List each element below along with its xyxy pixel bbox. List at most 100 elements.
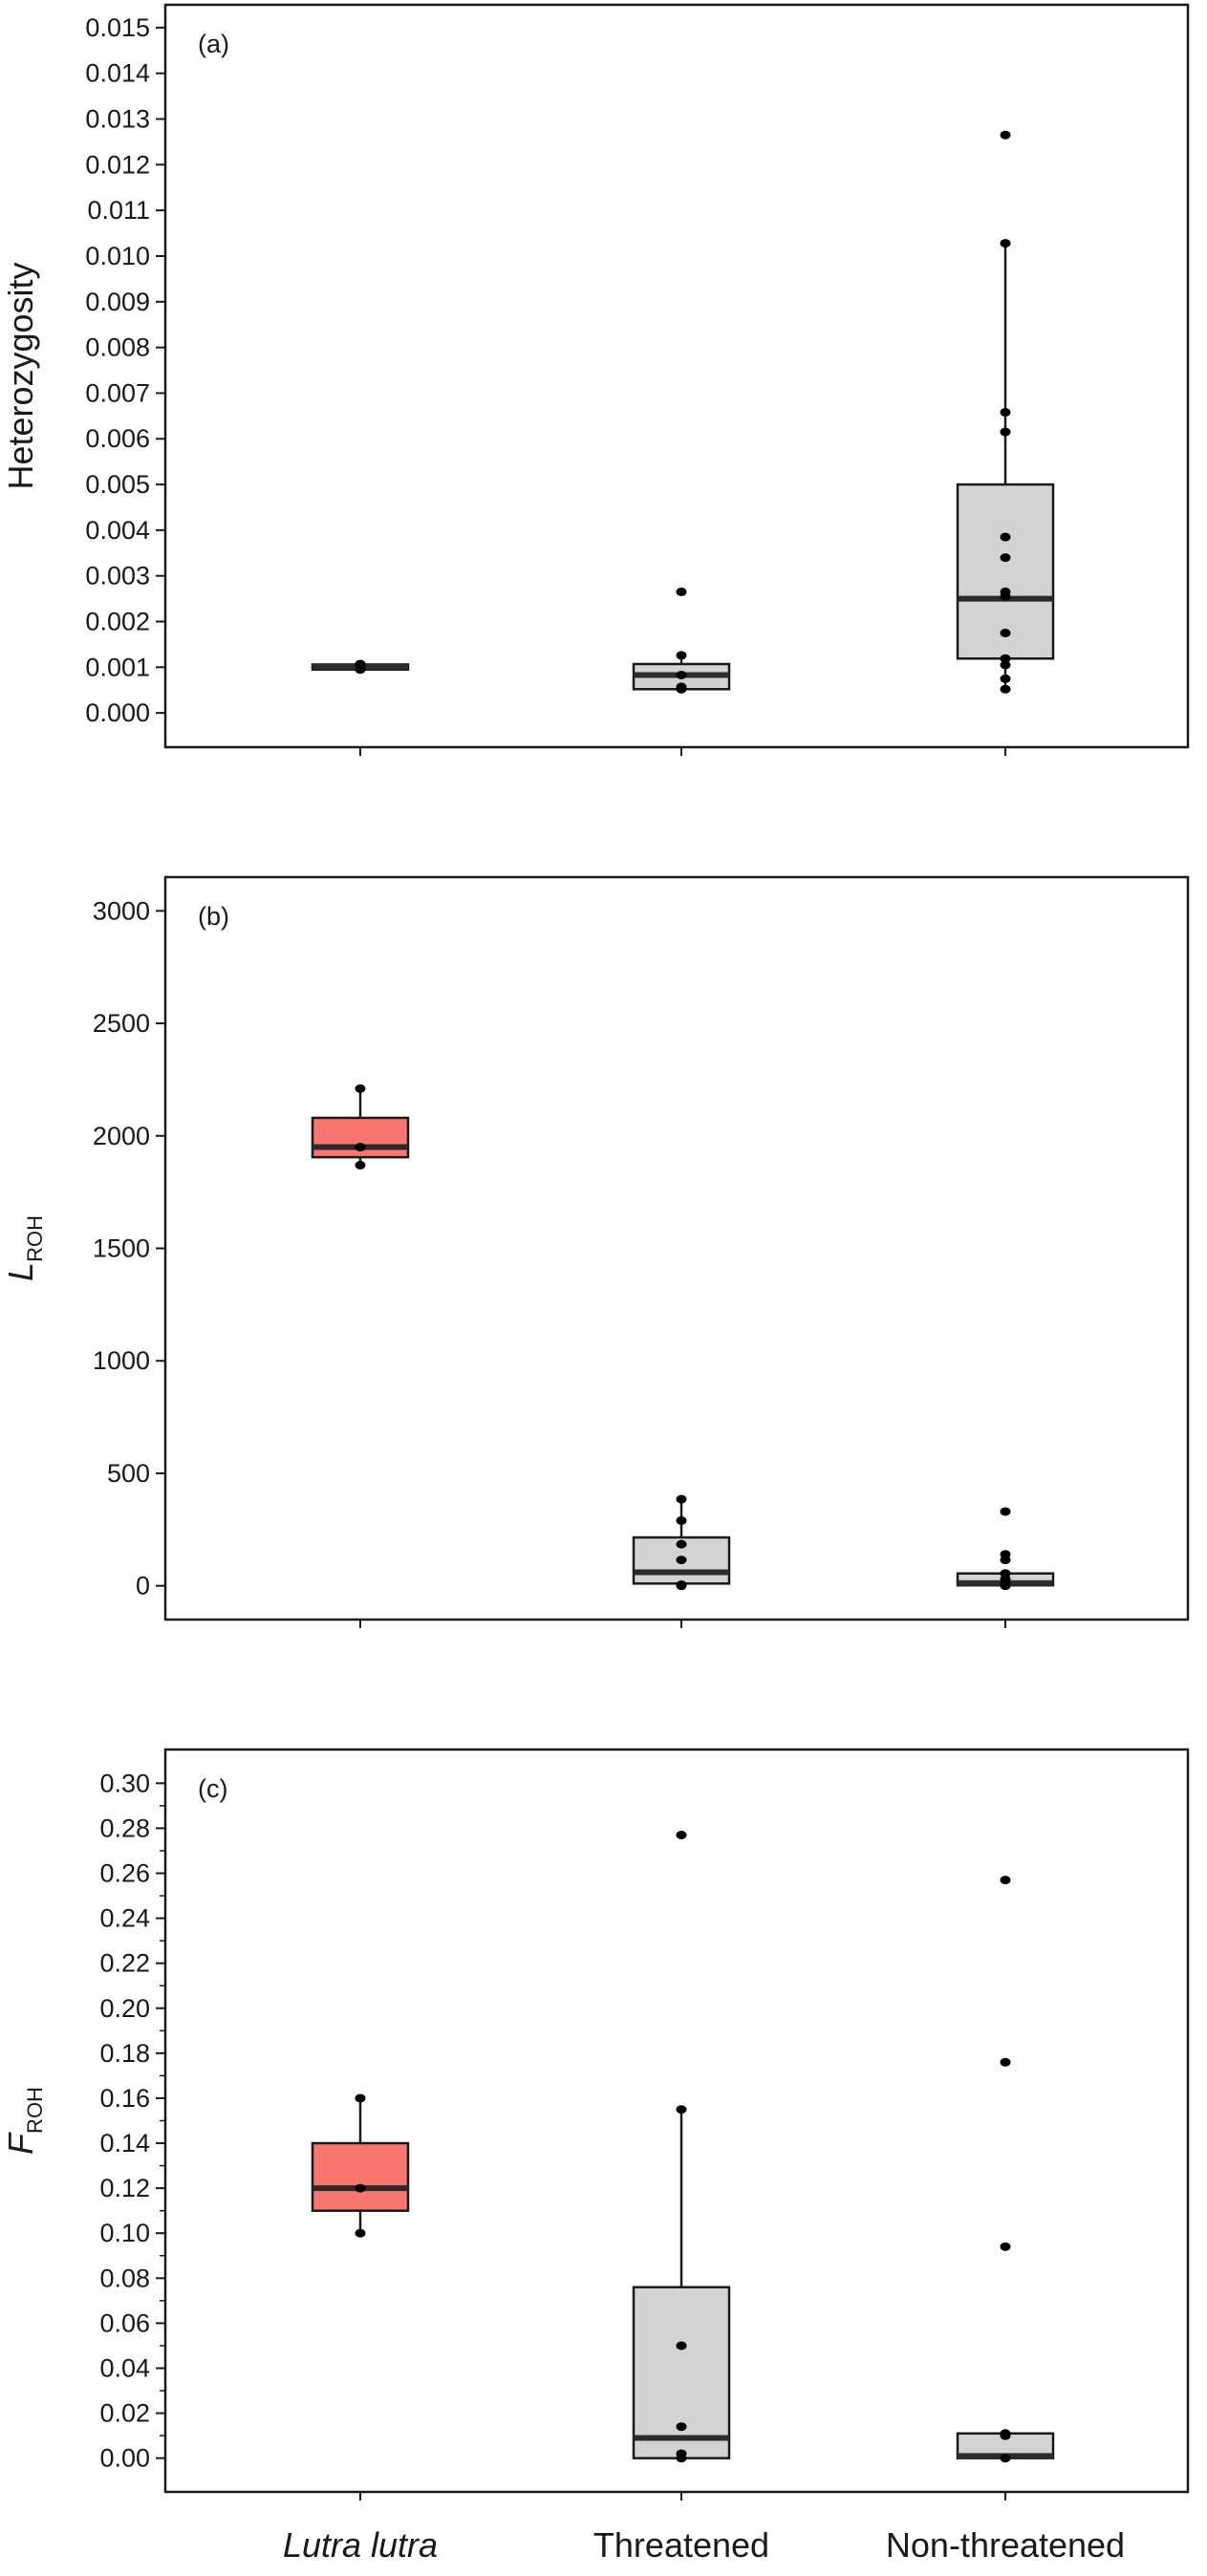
data-point [676,651,687,660]
panel-2: 0 500 1000 1500 2000 2500 3000 (b) LROH [1,875,1190,1628]
box-2 [632,1494,731,1591]
y-tick-label: 1000 [93,1346,150,1375]
y-axis-title-main: L [1,1262,40,1281]
panel-label: (c) [198,1774,227,1803]
data-point [676,1556,687,1565]
box-1 [311,1084,410,1170]
data-point [355,2183,366,2193]
y-tick-label: 0.009 [85,288,150,316]
data-point [1000,587,1011,596]
y-axis-title: LROH [1,1215,47,1281]
data-point [1000,1569,1011,1578]
y-tick-label: 0.12 [99,2174,150,2202]
data-point [1000,2057,1011,2067]
data-point [355,1160,366,1170]
y-tick-label: 0.22 [99,1949,150,1978]
data-point [1000,684,1011,694]
data-point [1000,674,1011,683]
panel-1: 0.000 0.001 0.002 0.003 0.004 0.005 0.006 0.007… [1,3,1190,756]
data-point [355,1143,366,1152]
y-tick-label: 0.18 [99,2039,150,2068]
data-point [676,2341,687,2351]
data-point [676,1515,687,1525]
box-2 [632,587,731,694]
y-tick-label: 0.004 [85,516,150,545]
data-point [1000,2242,1011,2251]
y-tick-label: 1500 [93,1234,150,1263]
y-tick-label: 2000 [93,1122,150,1150]
y-axis-title-sub: ROH [23,1215,47,1262]
data-point [676,682,687,692]
y-tick-label: 500 [107,1459,150,1488]
y-tick-label: 0.006 [85,424,150,453]
y-tick-label: 0.24 [99,1904,150,1933]
panel-label: (a) [198,30,229,58]
data-point [1000,660,1011,670]
y-tick-label: 0.26 [99,1859,150,1888]
y-tick-label: 0.16 [99,2084,150,2113]
box-2 [632,1830,731,2463]
y-tick-label: 0.005 [85,470,150,499]
data-point [1000,130,1011,140]
data-point [676,1830,687,1839]
y-tick-label: 0.08 [99,2264,150,2292]
data-point [1000,1507,1011,1516]
data-point [355,659,366,669]
x-category-label: Non-threatened [886,2525,1125,2565]
data-point [1000,408,1011,418]
data-point [676,2449,687,2458]
box-body [311,2141,410,2212]
panel-label: (b) [198,902,229,931]
data-point [1000,239,1011,248]
y-tick-label: 0.04 [99,2354,150,2383]
y-tick-label: 0.007 [85,378,150,407]
data-point [355,2093,366,2103]
data-point [355,2228,366,2238]
y-tick-label: 0.06 [99,2308,150,2337]
data-point [1000,1550,1011,1559]
y-tick-label: 0.010 [85,242,150,270]
y-tick-label: 0.14 [99,2129,150,2157]
y-tick-label: 0.014 [85,59,150,88]
box-3 [956,1507,1055,1591]
data-point [1000,2454,1011,2463]
box-1 [311,2093,410,2238]
data-point [1000,1876,1011,1885]
data-point [1000,628,1011,637]
y-tick-label: 0.011 [87,196,150,225]
panel-frame [163,3,1190,749]
y-tick-label: 0.000 [85,698,150,727]
panel-3: 0.00 0.02 0.04 0.06 0.08 0.10 0.12 0.14 0.16 0.18… [1,1748,1190,2501]
data-point [676,1580,687,1590]
y-axis-title-main: Heterozygosity [1,262,40,489]
data-point [676,2105,687,2114]
data-point [676,670,687,679]
data-point [676,1494,687,1504]
y-tick-label: 0.20 [99,1994,150,2023]
panel-frame [163,875,1190,1621]
y-tick-label: 3000 [93,896,150,925]
y-tick-label: 0.02 [99,2399,150,2428]
y-tick-label: 0.013 [85,105,150,134]
x-category-label: Lutra lutra [283,2525,438,2565]
box-3 [956,1876,1055,2463]
box-1 [311,659,410,675]
y-axis-title-main: F [1,2132,40,2155]
y-axis-title-sub: ROH [23,2087,47,2134]
y-tick-label: 2500 [93,1009,150,1038]
y-tick-label: 0 [136,1572,150,1600]
data-point [1000,553,1011,563]
y-tick-label: 0.10 [99,2219,150,2247]
x-category-label: Threatened [593,2525,769,2565]
data-point [676,2422,687,2432]
y-tick-label: 0.008 [85,333,150,362]
y-tick-label: 0.30 [99,1769,150,1797]
data-point [676,1539,687,1549]
data-point [355,1084,366,1093]
y-tick-label: 0.00 [99,2444,150,2473]
data-point [1000,2429,1011,2438]
y-axis-title: FROH [1,2087,47,2155]
y-tick-label: 0.015 [85,13,150,42]
y-tick-label: 0.002 [85,608,150,636]
